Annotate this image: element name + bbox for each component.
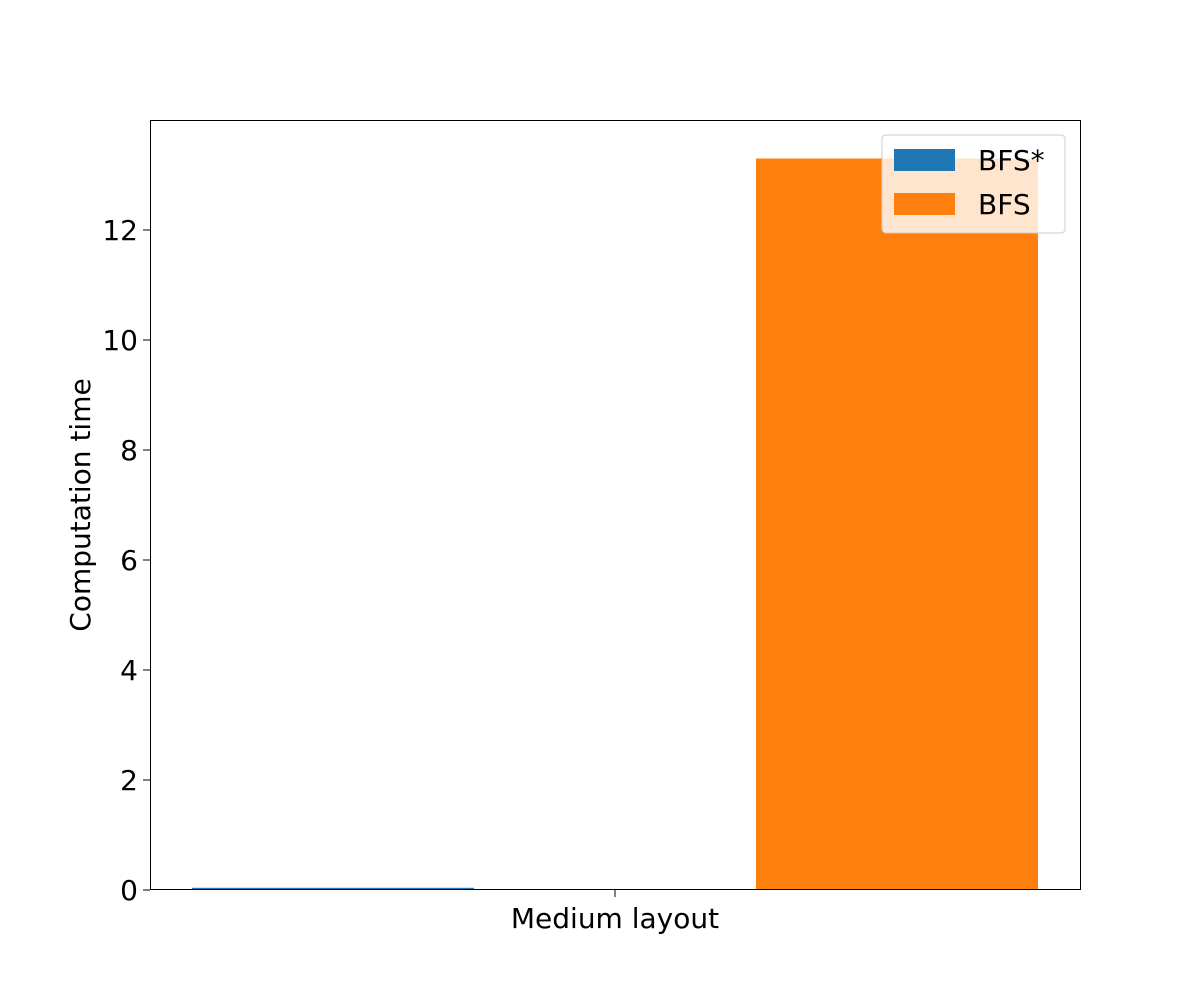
bar-bfs-star bbox=[192, 887, 474, 890]
bars-group bbox=[192, 158, 1038, 890]
y-tick-label: 4 bbox=[120, 654, 138, 687]
y-axis: 0 2 4 6 8 10 12 bbox=[102, 214, 150, 907]
legend: BFS* BFS bbox=[881, 134, 1066, 234]
y-tick-label: 0 bbox=[120, 874, 138, 907]
bar-bfs bbox=[756, 158, 1038, 890]
y-tick-label: 8 bbox=[120, 434, 138, 467]
x-tick-label: Medium layout bbox=[511, 902, 719, 935]
y-axis-label: Computation time bbox=[64, 378, 97, 631]
legend-swatch-bfs-star bbox=[894, 149, 955, 171]
plot-frame bbox=[150, 120, 1081, 890]
legend-swatch-bfs bbox=[894, 193, 955, 215]
legend-label-bfs: BFS bbox=[978, 188, 1031, 221]
y-tick-label: 2 bbox=[120, 764, 138, 797]
legend-label-bfs-star: BFS* bbox=[978, 144, 1045, 177]
y-tick-label: 6 bbox=[120, 544, 138, 577]
y-tick-label: 12 bbox=[102, 214, 138, 247]
x-axis: Medium layout bbox=[511, 890, 719, 935]
y-tick-label: 10 bbox=[102, 324, 138, 357]
